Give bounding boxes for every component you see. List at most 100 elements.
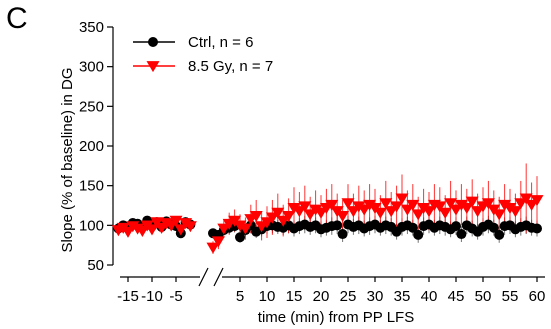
axis-break-mark: [213, 267, 224, 287]
legend-label: 8.5 Gy, n = 7: [188, 58, 273, 75]
data-point-circle: [456, 229, 467, 240]
data-point-triangle: [433, 201, 447, 213]
data-point-triangle: [400, 204, 414, 216]
data-point-triangle: [146, 61, 160, 73]
data-point-triangle: [309, 204, 323, 216]
x-tick-label: 10: [259, 288, 276, 305]
data-point-triangle: [357, 204, 371, 216]
data-point-circle: [494, 229, 505, 240]
data-point-triangle: [206, 242, 220, 254]
data-point-triangle: [395, 193, 409, 205]
axis-break-mark: [198, 267, 209, 287]
data-point-triangle: [390, 201, 404, 213]
data-point-triangle: [438, 207, 452, 219]
data-point-triangle: [150, 217, 164, 229]
data-point-triangle: [411, 209, 425, 221]
data-point-triangle: [465, 196, 479, 208]
data-point-triangle: [276, 215, 290, 227]
data-point-triangle: [174, 224, 188, 236]
y-tick-label: 150: [79, 178, 104, 195]
x-tick-label: 25: [340, 288, 357, 305]
data-point-triangle: [519, 193, 533, 205]
data-point-triangle: [260, 217, 274, 229]
data-point-triangle: [341, 198, 355, 210]
data-point-circle: [488, 222, 499, 233]
y-tick-label: 100: [79, 217, 104, 234]
data-point-triangle: [145, 224, 159, 236]
data-point-triangle: [249, 210, 263, 222]
x-tick-label: 30: [367, 288, 384, 305]
x-tick-label: 35: [394, 288, 411, 305]
data-point-triangle: [346, 206, 360, 218]
data-point-triangle: [406, 199, 420, 211]
data-point-triangle: [508, 206, 522, 218]
data-point-triangle: [444, 198, 458, 210]
x-tick-label: 50: [475, 288, 492, 305]
data-point-triangle: [492, 209, 506, 221]
data-point-triangle: [471, 206, 485, 218]
data-point-triangle: [417, 203, 431, 215]
data-point-triangle: [303, 209, 317, 221]
x-tick-label: 15: [286, 288, 303, 305]
y-tick-label: 200: [79, 138, 104, 155]
data-point-triangle: [217, 223, 231, 235]
panel-letter: C: [6, 2, 28, 35]
x-tick-label: 55: [502, 288, 519, 305]
data-point-triangle: [282, 210, 296, 222]
data-point-triangle: [373, 207, 387, 219]
x-tick-label: 5: [236, 288, 244, 305]
data-point-triangle: [460, 203, 474, 215]
legend: Ctrl, n = 6 8.5 Gy, n = 7: [133, 34, 273, 75]
x-tick-label: 45: [448, 288, 465, 305]
data-point-triangle: [454, 199, 468, 211]
x-tick-label: -15: [117, 288, 139, 305]
data-point-circle: [235, 232, 245, 243]
x-tick-label: 20: [313, 288, 330, 305]
data-markers: [111, 193, 544, 254]
data-point-circle: [337, 229, 348, 240]
data-point-triangle: [363, 199, 377, 211]
data-point-circle: [407, 222, 418, 233]
data-point-triangle: [233, 220, 247, 232]
y-tick-label: 350: [79, 19, 104, 36]
data-point-triangle: [271, 207, 285, 219]
data-point-triangle: [422, 206, 436, 218]
data-point-triangle: [449, 204, 463, 216]
data-point-triangle: [525, 199, 539, 211]
data-point-triangle: [169, 215, 183, 227]
x-tick-label: -5: [169, 288, 182, 305]
x-tick-label: 40: [421, 288, 438, 305]
data-point-triangle: [498, 199, 512, 211]
data-point-triangle: [352, 201, 366, 213]
data-point-circle: [332, 220, 343, 231]
data-point-triangle: [379, 198, 393, 210]
axes: 50 100 150 200 250 300 350 -15 -10 -5 5 10 15 20 25 30 3…: [79, 19, 545, 305]
data-point-triangle: [298, 201, 312, 213]
data-point-triangle: [265, 212, 279, 224]
data-point-circle: [413, 229, 424, 240]
x-tick-label: -10: [141, 288, 163, 305]
data-point-triangle: [211, 236, 225, 248]
y-tick-label: 300: [79, 59, 104, 76]
data-point-triangle: [503, 203, 517, 215]
x-tick-label: 60: [529, 288, 546, 305]
y-tick-label: 50: [87, 257, 104, 274]
y-tick-label: 250: [79, 98, 104, 115]
x-axis-label: time (min) from PP LFS: [258, 309, 414, 326]
data-point-circle: [532, 223, 542, 234]
data-point-triangle: [287, 203, 301, 215]
data-point-triangle: [238, 223, 252, 235]
data-point-circle: [148, 37, 158, 47]
data-point-triangle: [314, 207, 328, 219]
data-point-triangle: [325, 199, 339, 211]
y-axis-label: Slope (% of baseline) in DG: [59, 67, 76, 252]
data-point-triangle: [292, 206, 306, 218]
data-point-triangle: [384, 206, 398, 218]
data-point-triangle: [183, 221, 197, 233]
data-point-triangle: [514, 198, 528, 210]
data-point-triangle: [530, 195, 544, 207]
data-point-triangle: [481, 198, 495, 210]
legend-label: Ctrl, n = 6: [188, 34, 253, 51]
data-point-triangle: [336, 210, 350, 222]
